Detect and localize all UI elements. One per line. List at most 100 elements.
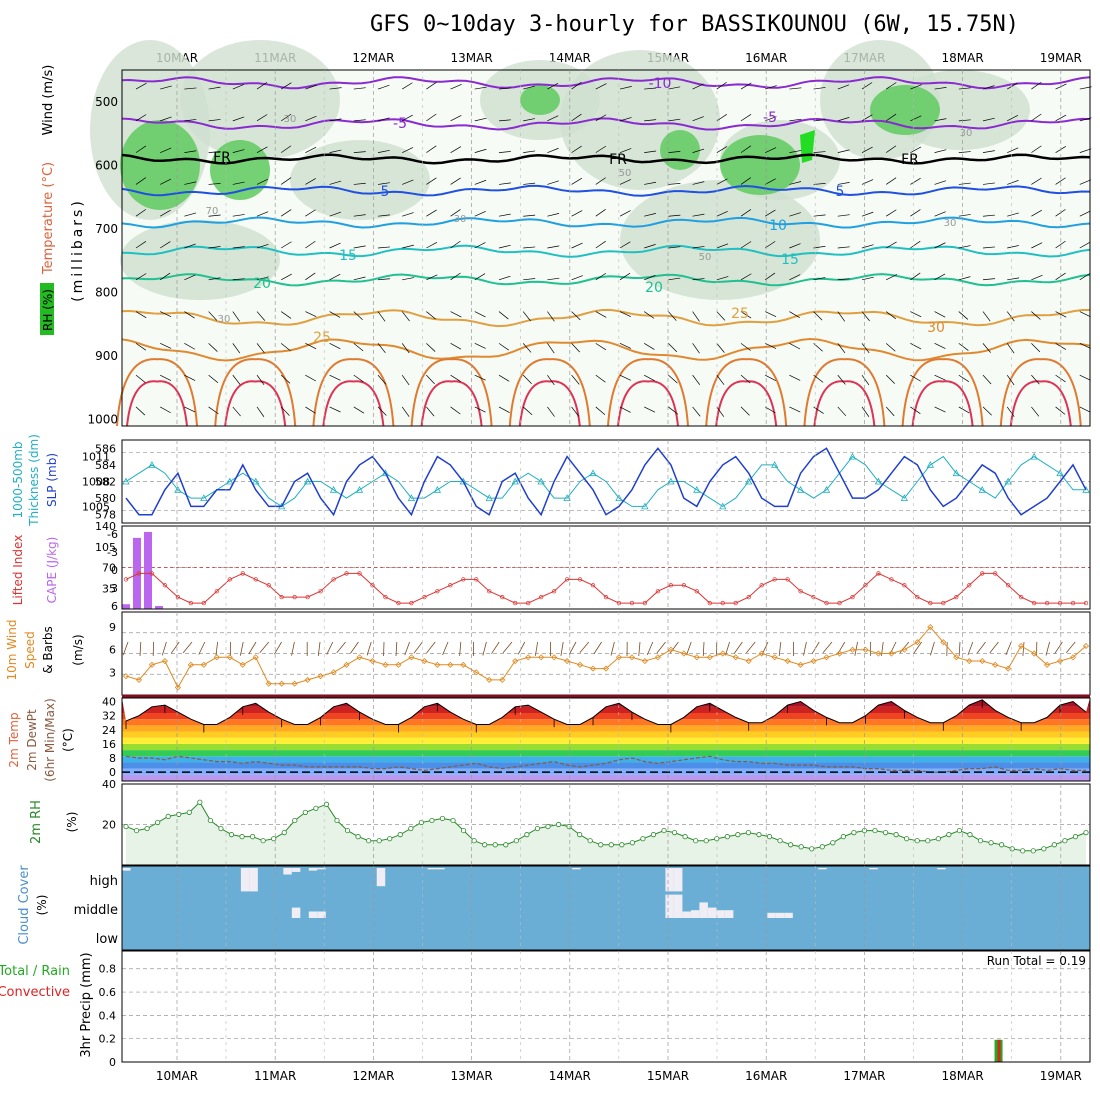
wind-barb [208,374,219,383]
wind-barb [256,178,268,185]
lifted-index-marker [214,589,219,594]
rh-contour-label: 30 [284,114,297,125]
wind-barb [232,149,245,153]
wind10m-barb [989,641,999,654]
wind10m-barb [491,641,500,654]
wind-barb [1079,210,1091,217]
lifted-index-marker [1083,600,1089,606]
temperature-axis-label: Temperature (°C) [41,162,56,275]
wind-barb [765,147,777,153]
wind-barb [426,177,437,185]
wind-barb [547,311,555,322]
cape-tick-label: 105 [95,541,116,554]
wind-barb [329,242,341,249]
cloud-middle-bar [673,894,683,918]
wind10m-speed-marker [343,661,350,668]
cloud-high-bar [249,868,258,892]
li-tick-label: 0 [111,564,118,577]
wind-barb [547,180,559,185]
rh2m-marker [133,827,140,834]
thickness-marker [874,477,883,485]
wind-barb [523,118,536,122]
lifted-index-marker [162,583,168,588]
lifted-index-marker [720,600,725,606]
wind-barb [160,178,172,185]
top-date-label: 14MAR [549,51,591,65]
wind-barb [595,406,606,415]
wind-barb [837,406,847,417]
wind10m-speed-marker [784,657,791,665]
wind-barb [305,240,316,249]
wind-barb [450,209,461,217]
wind-barb [232,181,245,185]
temperature-tick-label: 0 [109,766,116,779]
upper-air-frame [121,69,1091,427]
wind-barb [692,406,701,417]
wind-barb [160,272,171,281]
wind-barb [184,406,196,413]
rh2m-marker [693,838,699,844]
wind10m-barb [579,641,590,654]
wind-barb [377,374,387,385]
rh2m-marker [165,813,171,820]
wind-barb [765,209,776,217]
wind-barb [256,343,265,354]
surface-isotherm-loop [420,380,483,427]
lifted-index-marker [902,583,907,588]
wind-barb [208,183,221,185]
wind10m-barb [1045,641,1050,656]
cloud-middle-bar [707,907,717,918]
rh2m-marker [376,838,382,844]
wind-barb [571,275,583,281]
isotherm-label: FR [901,152,919,168]
isotherm-line [121,273,1091,287]
wind10m-speed-marker [680,650,687,657]
bottom-date-label: 11MAR [254,1069,296,1083]
wind-barb [982,117,995,122]
wind10m-speed-marker [992,661,999,668]
rh2m-tick-label: 20 [102,819,116,832]
wind-barb [135,82,147,90]
wind-barb [644,343,655,350]
rh2m-marker [682,834,688,840]
wind-barb [934,87,947,90]
lifted-index-marker [513,600,518,606]
wind-barb [498,311,509,320]
rh2m-panel-frame [121,783,1091,866]
wind-barb [305,343,317,350]
wind-barb [571,374,580,385]
wind10m-speed-marker [421,657,428,665]
wind-barb [474,343,486,349]
cape-bar [155,606,163,609]
wind10m-barb [122,641,129,656]
rh-moisture-area [180,40,340,160]
cloud-middle-bar [699,902,708,918]
wind10m-speed-marker [122,673,130,680]
wind-barb [619,374,631,381]
wind-barb [861,244,874,249]
wind-barb [619,272,631,281]
rh-contour-label: 30 [218,314,231,325]
wind-barb [982,85,995,90]
wind-barb [837,84,850,90]
wind-barb [523,246,536,249]
wind-barb [1079,117,1092,122]
wind-barb [619,406,631,413]
wind-barb [886,113,897,122]
wind-barb [474,273,486,281]
wind-barb [426,82,437,90]
lifted-index-marker [175,594,181,600]
isotherm-label: 15 [339,248,357,264]
wind-barb [910,272,921,281]
wind-barb [1007,147,1019,153]
rh-contour-label: 30 [454,214,467,225]
wind-barb [910,115,922,122]
rh2m-marker [777,838,783,844]
rh2m-marker [408,825,414,832]
cloud-high-bar [427,868,437,870]
wind-barb [184,119,197,122]
wind-barb [280,145,292,153]
wind-barb [281,82,292,90]
pressure-tick-label: 500 [95,95,118,109]
wind-barb [668,277,681,281]
